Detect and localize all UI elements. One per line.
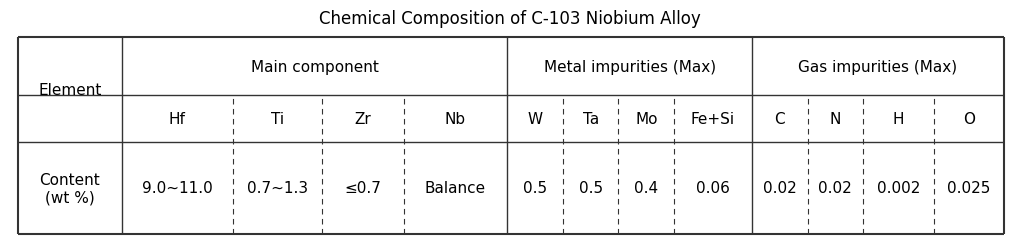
Text: 0.5: 0.5	[579, 181, 603, 196]
Text: O: O	[963, 112, 975, 127]
Text: 0.02: 0.02	[763, 181, 797, 196]
Text: Hf: Hf	[169, 112, 185, 127]
Text: Element: Element	[38, 82, 102, 98]
Text: Fe+Si: Fe+Si	[691, 112, 735, 127]
Text: Zr: Zr	[355, 112, 371, 127]
Text: 9.0~11.0: 9.0~11.0	[142, 181, 213, 196]
Text: 0.02: 0.02	[818, 181, 852, 196]
Text: 0.5: 0.5	[523, 181, 547, 196]
Text: 0.7~1.3: 0.7~1.3	[247, 181, 308, 196]
Text: Balance: Balance	[425, 181, 486, 196]
Text: 0.4: 0.4	[634, 181, 658, 196]
Text: H: H	[893, 112, 904, 127]
Text: Ti: Ti	[271, 112, 284, 127]
Text: Chemical Composition of C-103 Niobium Alloy: Chemical Composition of C-103 Niobium Al…	[319, 10, 700, 28]
Text: Content
(wt %): Content (wt %)	[40, 172, 100, 204]
Text: Mo: Mo	[635, 112, 657, 127]
Text: 0.002: 0.002	[876, 181, 920, 196]
Text: W: W	[528, 112, 543, 127]
Text: Main component: Main component	[251, 59, 378, 74]
Text: Metal impurities (Max): Metal impurities (Max)	[543, 59, 715, 74]
Text: C: C	[774, 112, 785, 127]
Text: N: N	[829, 112, 841, 127]
Text: Nb: Nb	[445, 112, 466, 127]
Text: 0.06: 0.06	[696, 181, 730, 196]
Text: 0.025: 0.025	[947, 181, 990, 196]
Text: Ta: Ta	[583, 112, 599, 127]
Text: Gas impurities (Max): Gas impurities (Max)	[799, 59, 958, 74]
Text: ≤0.7: ≤0.7	[344, 181, 381, 196]
